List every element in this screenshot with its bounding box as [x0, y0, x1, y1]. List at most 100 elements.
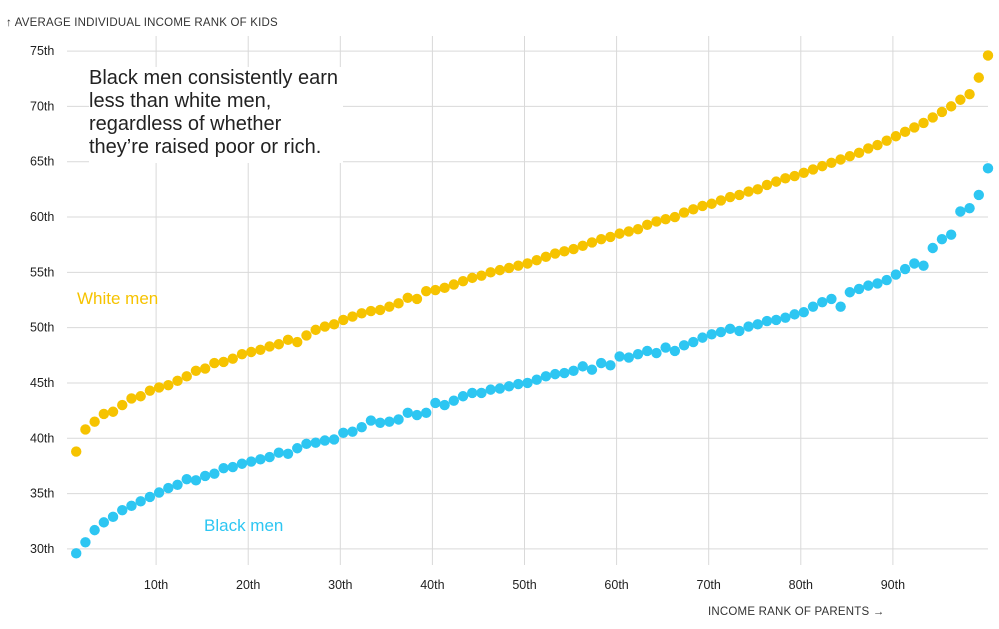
white-men-point [328, 319, 340, 330]
black-men-point [485, 384, 496, 395]
black-men-point [236, 458, 248, 469]
y-tick-label: 30th [30, 542, 54, 556]
black-men-point [338, 427, 349, 438]
black-men-point [71, 548, 82, 559]
black-men-point [890, 269, 902, 280]
white-men-point [80, 424, 91, 435]
black-men-point [780, 312, 791, 323]
white-men-point [71, 446, 82, 457]
white-men-point [107, 406, 119, 417]
white-men-point [181, 371, 192, 382]
black-men-point [218, 462, 229, 474]
y-tick-label: 40th [30, 431, 54, 445]
black-men-point [761, 315, 773, 327]
black-men-point [595, 357, 607, 369]
white-men-point [227, 353, 238, 364]
white-men-point [338, 314, 349, 326]
white-men-point [982, 50, 994, 61]
black-men-point [513, 378, 524, 390]
white-men-point [586, 237, 598, 248]
black-men-point [549, 368, 561, 380]
black-men-point [936, 233, 948, 245]
white-men-point [467, 272, 478, 284]
white-men-point [743, 186, 754, 197]
y-tick-label: 65th [30, 155, 54, 169]
black-men-point [632, 349, 644, 360]
black-men-point [688, 336, 699, 348]
white-men-point [292, 336, 303, 348]
white-men-point [236, 349, 248, 360]
white-men-point [384, 301, 395, 312]
black-men-point [209, 468, 220, 479]
black-men-point [789, 309, 800, 320]
white-men-point [393, 298, 404, 309]
white-men-point [503, 262, 515, 274]
chart-annotation: Black men consistently earn less than wh… [89, 67, 343, 163]
white-men-point [835, 154, 846, 165]
white-men-point [273, 339, 285, 350]
black-men-point [568, 365, 579, 377]
black-men-point [89, 524, 100, 536]
y-tick-label: 50th [30, 321, 54, 335]
white-men-point [642, 219, 653, 230]
white-men-point [789, 170, 800, 182]
white-men-point [246, 346, 257, 358]
white-men-point [282, 334, 294, 346]
black-men-point [356, 422, 367, 433]
white-men-point [595, 233, 607, 245]
black-men-point [467, 387, 478, 399]
white-men-point [98, 408, 110, 420]
black-men-point [863, 280, 874, 291]
black-men-point [476, 387, 487, 399]
black-men-point [310, 437, 321, 448]
black-men-point [752, 319, 763, 330]
black-men-point [522, 377, 533, 389]
white-men-point [448, 279, 460, 290]
black-men-point [669, 345, 681, 357]
black-men-point [503, 381, 515, 392]
black-men-point [181, 474, 192, 485]
y-tick-label: 55th [30, 265, 54, 279]
white-men-point [126, 393, 137, 404]
x-tick-label: 50th [512, 578, 536, 592]
white-men-point [255, 344, 266, 355]
y-axis-title: ↑ AVERAGE INDIVIDUAL INCOME RANK OF KIDS [6, 17, 278, 29]
black-men-point [715, 326, 727, 338]
black-men-point [844, 287, 856, 298]
black-men-point [881, 274, 892, 286]
white-men-point [89, 416, 100, 427]
y-axis-ticks: 30th 35th 40th 45th 50th 55th 60th 65th 70th 75th [30, 44, 54, 556]
black-men-point [384, 416, 395, 427]
black-men-point [273, 447, 285, 458]
white-men-point [734, 189, 745, 201]
black-men-point [144, 491, 156, 503]
black-men-point [126, 500, 137, 511]
black-men-point [651, 347, 662, 359]
x-axis-title: INCOME RANK OF PARENTS → [708, 606, 885, 618]
white-men-point [844, 150, 856, 162]
white-men-point [374, 304, 386, 316]
black-men-point [448, 395, 460, 406]
series-label-black-men: Black men [204, 516, 284, 535]
black-men-point [743, 321, 754, 332]
black-men-point [586, 364, 598, 375]
black-men-point [559, 367, 570, 379]
black-men-point [264, 451, 275, 463]
black-men-point [899, 263, 911, 275]
white-men-point [402, 292, 413, 303]
x-tick-label: 60th [604, 578, 628, 592]
white-men-point [909, 122, 920, 133]
white-men-point [411, 293, 423, 305]
white-men-point [881, 135, 892, 146]
white-men-point [669, 211, 681, 223]
black-men-point [255, 454, 266, 465]
white-men-point [356, 308, 367, 319]
black-men-point [439, 399, 450, 411]
black-men-point [642, 345, 653, 357]
white-men-point [853, 147, 865, 159]
white-men-point [918, 117, 929, 129]
black-men-point [107, 511, 119, 523]
white-men-point [678, 207, 690, 218]
white-men-point [945, 101, 957, 112]
black-men-point [227, 461, 238, 473]
